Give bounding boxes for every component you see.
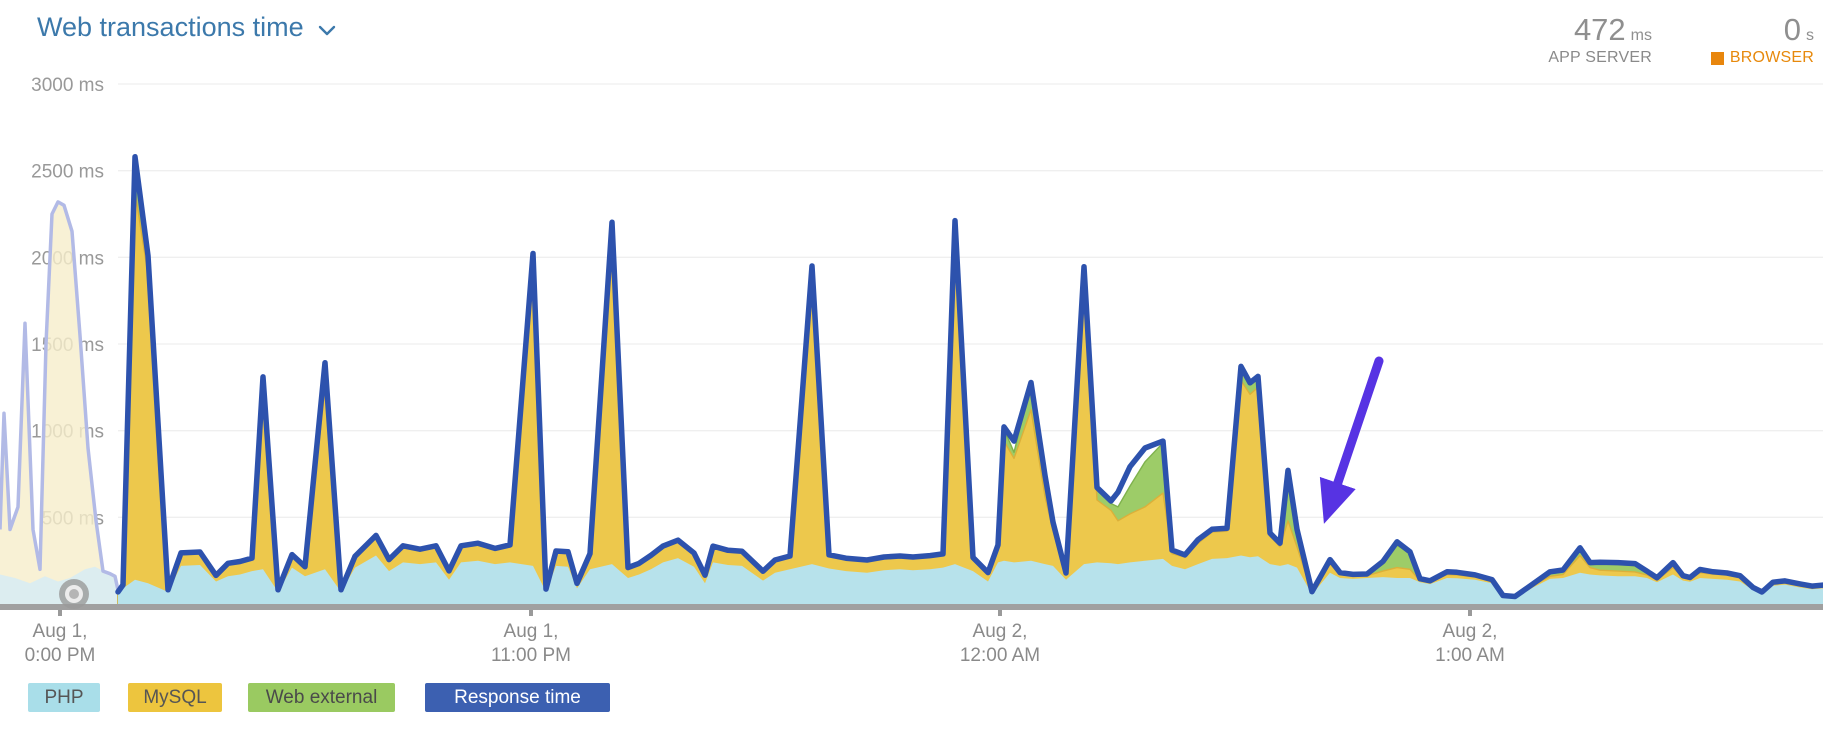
x-axis-tick (529, 610, 533, 616)
chevron-down-icon (318, 25, 335, 36)
browser-swatch-icon (1710, 51, 1724, 65)
page-title: Web transactions time (37, 12, 304, 42)
app-server-label: APP SERVER (1548, 49, 1652, 66)
x-axis-tick (998, 610, 1002, 616)
browser-unit: s (1806, 27, 1814, 44)
x-axis-tick (58, 610, 62, 616)
x-axis-label: Aug 1, (33, 621, 88, 642)
chart-title-dropdown[interactable]: Web transactions time (37, 12, 336, 43)
y-axis-label: 3000 ms (31, 75, 104, 96)
x-axis-label: 1:00 AM (1435, 645, 1505, 666)
x-axis-label: Aug 1, (504, 621, 559, 642)
browser-label: BROWSER (1729, 49, 1814, 66)
x-axis-label: 0:00 PM (25, 645, 96, 666)
y-axis-label: 2500 ms (31, 162, 104, 183)
x-axis-tick (1468, 610, 1472, 616)
php-area[interactable] (118, 555, 1823, 605)
lens-watermark-icon (69, 589, 79, 599)
annotation-arrow (1319, 356, 1384, 524)
legend-item-php[interactable]: PHP (28, 683, 100, 712)
app-server-value: 472 (1573, 12, 1626, 47)
faded-response-line (0, 200, 120, 591)
legend-item-mysql[interactable]: MySQL (128, 683, 222, 712)
browser-metric: 0 s BROWSER (1710, 12, 1814, 67)
app-server-unit: ms (1630, 27, 1652, 44)
app-server-metric: 472 ms APP SERVER (1548, 14, 1652, 67)
browser-value: 0 (1783, 12, 1801, 47)
response-time-line[interactable] (115, 154, 1823, 600)
x-axis (0, 604, 1823, 610)
legend-item-web-external[interactable]: Web external (248, 683, 395, 712)
x-axis-label: 12:00 AM (960, 645, 1040, 666)
x-axis-label: Aug 2, (973, 621, 1028, 642)
chart-legend: PHP MySQL Web external Response time (0, 683, 1823, 713)
x-axis-label: 11:00 PM (491, 645, 571, 666)
legend-item-response-time[interactable]: Response time (425, 683, 610, 712)
faded-mysql-area (0, 201, 118, 604)
x-axis-label: Aug 2, (1443, 621, 1498, 642)
